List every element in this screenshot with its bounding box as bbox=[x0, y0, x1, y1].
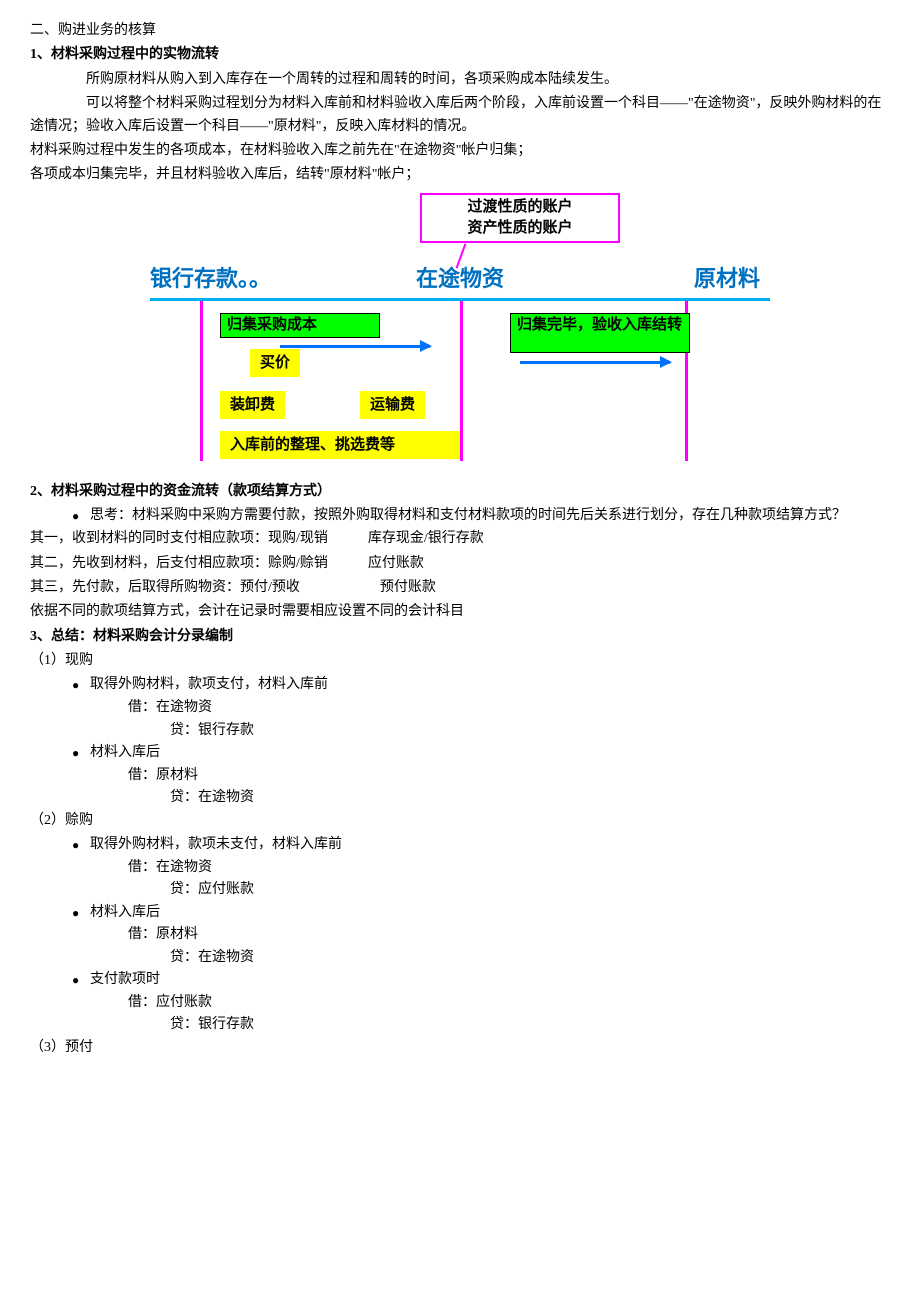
g1b2t: 材料入库后 bbox=[90, 742, 890, 764]
g2e2b: 贷：在途物资 bbox=[30, 947, 890, 969]
g2b2t: 材料入库后 bbox=[90, 902, 890, 924]
greenbox1: 归集采购成本 bbox=[220, 313, 380, 339]
arrow1 bbox=[280, 345, 430, 348]
yellowbox-transport: 运输费 bbox=[360, 391, 425, 419]
g2e2a: 借：原材料 bbox=[30, 924, 890, 946]
bullet-icon: ● bbox=[72, 674, 90, 697]
s2-bullet-text: 思考：材料采购中采购方需要付款，按照外购取得材料和支付材料款项的时间先后关系进行… bbox=[90, 505, 890, 527]
bullet-icon: ● bbox=[72, 969, 90, 992]
flow-diagram: 过渡性质的账户 资产性质的账户 银行存款。。 在途物资 原材料 归集采购成本 买… bbox=[150, 193, 790, 471]
diagram-title1: 银行存款。。 bbox=[150, 261, 350, 301]
g1e2a: 借：原材料 bbox=[30, 765, 890, 787]
s1p1: 所购原材料从购入到入库存在一个周转的过程和周转的时间，各项采购成本陆续发生。 bbox=[30, 69, 890, 91]
g2e3a: 借：应付账款 bbox=[30, 992, 890, 1014]
g3h: （3）预付 bbox=[30, 1037, 890, 1059]
g1b1: ●取得外购材料，款项支付，材料入库前 bbox=[30, 674, 890, 697]
topbox-line1: 过渡性质的账户 bbox=[432, 197, 608, 218]
s2r3b: 预付账款 bbox=[380, 580, 436, 595]
g1b2: ●材料入库后 bbox=[30, 742, 890, 765]
diagram-topbox: 过渡性质的账户 资产性质的账户 bbox=[420, 193, 620, 243]
vline2 bbox=[460, 301, 463, 461]
g1b1t: 取得外购材料，款项支付，材料入库前 bbox=[90, 674, 890, 696]
s2r2b: 应付账款 bbox=[368, 556, 424, 571]
yellowbox-sorting: 入库前的整理、挑选费等 bbox=[220, 431, 460, 459]
s2p4: 依据不同的款项结算方式，会计在记录时需要相应设置不同的会计科目 bbox=[30, 601, 890, 623]
diagram-title2: 在途物资 bbox=[350, 261, 570, 301]
s2r1: 其一，收到材料的同时支付相应款项：现购/现销 库存现金/银行存款 bbox=[30, 528, 890, 550]
greenbox2: 归集完毕，验收入库结转 bbox=[510, 313, 690, 353]
g2b1t: 取得外购材料，款项未支付，材料入库前 bbox=[90, 834, 890, 856]
s2r3a: 其三，先付款，后取得所购物资：预付/预收 bbox=[30, 580, 300, 595]
s2r3: 其三，先付款，后取得所购物资：预付/预收 预付账款 bbox=[30, 577, 890, 599]
g2e1b: 贷：应付账款 bbox=[30, 879, 890, 901]
s2-bullet: ● 思考：材料采购中采购方需要付款，按照外购取得材料和支付材料款项的时间先后关系… bbox=[30, 505, 890, 528]
s2r1a: 其一，收到材料的同时支付相应款项：现购/现销 bbox=[30, 531, 328, 546]
bullet-icon: ● bbox=[72, 742, 90, 765]
s1-title: 1、材料采购过程中的实物流转 bbox=[30, 44, 890, 66]
bullet-icon: ● bbox=[72, 902, 90, 925]
s2r2: 其二，先收到材料，后支付相应款项：赊购/赊销 应付账款 bbox=[30, 553, 890, 575]
g2b3: ●支付款项时 bbox=[30, 969, 890, 992]
g2b3t: 支付款项时 bbox=[90, 969, 890, 991]
bullet-icon: ● bbox=[72, 834, 90, 857]
g2e3b: 贷：银行存款 bbox=[30, 1014, 890, 1036]
g2h: （2）赊购 bbox=[30, 810, 890, 832]
g1e2b: 贷：在途物资 bbox=[30, 787, 890, 809]
s2r2a: 其二，先收到材料，后支付相应款项：赊购/赊销 bbox=[30, 556, 328, 571]
s3-title: 3、总结：材料采购会计分录编制 bbox=[30, 626, 890, 648]
g2b1: ●取得外购材料，款项未支付，材料入库前 bbox=[30, 834, 890, 857]
s1p2: 可以将整个材料采购过程划分为材料入库前和材料验收入库后两个阶段，入库前设置一个科… bbox=[30, 93, 890, 138]
s1p4: 各项成本归集完毕，并且材料验收入库后，结转"原材料"帐户； bbox=[30, 164, 890, 186]
bullet-icon: ● bbox=[72, 505, 90, 528]
diagram-titles: 银行存款。。 在途物资 原材料 bbox=[150, 261, 790, 301]
yellowbox-handling: 装卸费 bbox=[220, 391, 285, 419]
vline1 bbox=[200, 301, 203, 461]
t-accounts: 归集采购成本 买价 归集完毕，验收入库结转 装卸费 运输费 入库前的整理、挑选费… bbox=[150, 301, 790, 471]
arrow2 bbox=[520, 361, 670, 364]
yellowbox-price: 买价 bbox=[250, 349, 300, 377]
g2e1a: 借：在途物资 bbox=[30, 857, 890, 879]
g1e1b: 贷：银行存款 bbox=[30, 720, 890, 742]
topbox-line2: 资产性质的账户 bbox=[432, 218, 608, 239]
document: 二、购进业务的核算 1、材料采购过程中的实物流转 所购原材料从购入到入库存在一个… bbox=[30, 20, 890, 1059]
g1e1a: 借：在途物资 bbox=[30, 697, 890, 719]
s2-title: 2、材料采购过程中的资金流转（款项结算方式） bbox=[30, 481, 890, 503]
s1p3: 材料采购过程中发生的各项成本，在材料验收入库之前先在"在途物资"帐户归集； bbox=[30, 140, 890, 162]
g1h: （1）现购 bbox=[30, 650, 890, 672]
g2b2: ●材料入库后 bbox=[30, 902, 890, 925]
h1: 二、购进业务的核算 bbox=[30, 20, 890, 42]
s2r1b: 库存现金/银行存款 bbox=[368, 531, 484, 546]
diagram-title3: 原材料 bbox=[570, 261, 770, 301]
